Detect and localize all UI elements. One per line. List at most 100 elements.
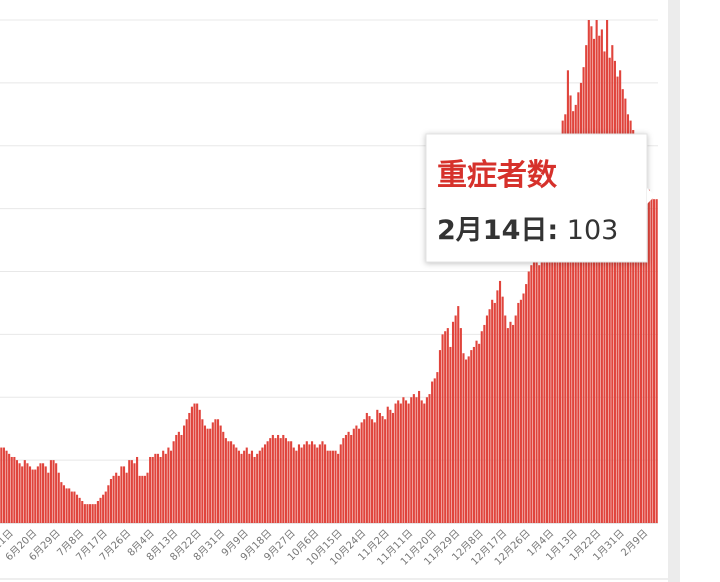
bar	[39, 463, 42, 523]
bar	[342, 438, 345, 523]
bar	[188, 412, 191, 523]
bar	[162, 450, 165, 523]
bar	[454, 315, 457, 523]
bar	[15, 460, 19, 523]
bar	[83, 504, 86, 523]
bar	[203, 425, 207, 523]
bar	[240, 453, 243, 523]
bar	[86, 504, 89, 523]
bar	[107, 485, 110, 523]
bar	[540, 252, 543, 523]
bar	[488, 309, 491, 523]
bar	[297, 444, 301, 523]
bar	[483, 324, 486, 523]
bar	[504, 315, 507, 523]
bar	[472, 346, 475, 523]
bar	[91, 504, 94, 523]
bar	[269, 438, 272, 523]
bar	[415, 397, 418, 523]
bar	[253, 456, 256, 523]
bar	[355, 425, 358, 523]
bar	[172, 441, 175, 523]
bar	[146, 472, 149, 523]
bar	[104, 491, 107, 523]
bar	[28, 466, 32, 523]
bar	[394, 403, 397, 523]
bar	[616, 76, 619, 524]
bar	[470, 350, 473, 523]
bar	[459, 328, 462, 523]
bar	[308, 444, 311, 523]
bar	[569, 95, 572, 523]
bar	[391, 412, 395, 523]
bar	[344, 434, 348, 523]
bar	[243, 450, 246, 523]
bar	[493, 302, 496, 523]
bar	[371, 419, 374, 523]
bar	[52, 460, 55, 523]
bar	[639, 164, 643, 524]
bar	[433, 378, 436, 523]
bar	[248, 453, 251, 523]
bar	[538, 265, 541, 523]
bar	[553, 246, 556, 523]
tooltip-value: 103	[567, 215, 619, 246]
bar	[624, 98, 627, 523]
bar	[444, 331, 447, 523]
bar	[167, 447, 170, 523]
bar	[277, 434, 280, 523]
bar	[183, 425, 186, 523]
bar	[527, 271, 530, 523]
bar	[363, 419, 366, 523]
bar	[632, 130, 635, 523]
bar	[389, 409, 392, 523]
bar	[384, 419, 387, 523]
bar	[587, 20, 590, 523]
bar	[478, 343, 481, 523]
bar	[606, 20, 609, 523]
bar	[457, 306, 460, 523]
bar	[5, 450, 8, 523]
bar	[180, 434, 183, 523]
bar	[603, 51, 606, 523]
bar	[237, 450, 240, 523]
bar	[94, 504, 97, 523]
bar	[519, 299, 522, 523]
bar	[579, 82, 583, 523]
bar	[446, 328, 449, 523]
bar	[177, 431, 180, 523]
bar	[151, 456, 154, 523]
bar	[621, 89, 624, 523]
bar	[548, 240, 551, 523]
bar	[287, 441, 290, 523]
bar	[198, 409, 201, 523]
bar	[423, 403, 426, 523]
bar	[73, 491, 76, 523]
bar	[613, 60, 616, 524]
bar	[530, 265, 533, 523]
tooltip-title: 重症者数	[437, 158, 558, 193]
bar	[462, 353, 465, 523]
bar	[0, 447, 3, 523]
bar	[26, 463, 29, 523]
bar	[214, 419, 217, 523]
bar	[75, 494, 79, 523]
bar	[102, 494, 105, 523]
bar	[36, 466, 39, 523]
bar	[522, 293, 525, 523]
bar	[292, 447, 295, 523]
bar	[128, 460, 131, 523]
bar	[284, 438, 287, 523]
bar	[222, 431, 225, 523]
bar	[467, 356, 470, 523]
bar	[130, 460, 133, 523]
bar	[491, 299, 494, 523]
bar	[545, 249, 549, 523]
bar	[209, 428, 212, 523]
bar	[598, 35, 601, 523]
bar	[156, 453, 160, 523]
bar	[498, 280, 502, 523]
bar	[420, 400, 423, 523]
bar	[339, 444, 342, 523]
bar	[564, 114, 567, 523]
